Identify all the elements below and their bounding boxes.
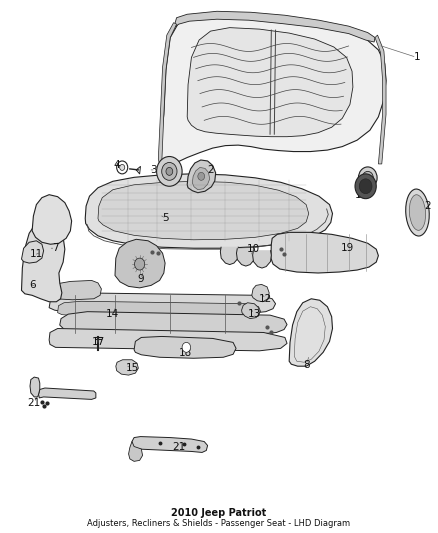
PathPatch shape [134, 336, 236, 358]
PathPatch shape [174, 11, 375, 42]
PathPatch shape [220, 247, 239, 264]
PathPatch shape [21, 241, 44, 263]
Text: 2: 2 [424, 201, 431, 211]
Circle shape [362, 172, 373, 184]
PathPatch shape [242, 303, 259, 319]
PathPatch shape [39, 388, 96, 399]
Text: 3: 3 [150, 165, 156, 175]
Circle shape [134, 258, 145, 270]
Text: 14: 14 [106, 309, 120, 319]
Circle shape [157, 157, 182, 186]
Text: 4: 4 [114, 160, 120, 170]
PathPatch shape [58, 301, 261, 317]
PathPatch shape [129, 441, 143, 462]
PathPatch shape [187, 28, 353, 136]
Text: 7: 7 [52, 243, 59, 253]
PathPatch shape [49, 293, 276, 313]
Text: 1: 1 [413, 52, 420, 62]
Text: 2: 2 [207, 165, 214, 175]
PathPatch shape [49, 328, 287, 351]
Text: 12: 12 [259, 294, 272, 304]
PathPatch shape [161, 13, 386, 169]
PathPatch shape [289, 299, 332, 366]
Circle shape [359, 179, 372, 193]
PathPatch shape [253, 250, 271, 268]
PathPatch shape [85, 174, 332, 248]
Ellipse shape [410, 195, 426, 230]
Text: 18: 18 [178, 348, 192, 358]
PathPatch shape [252, 285, 269, 302]
Text: Adjusters, Recliners & Shields - Passenger Seat - LHD Diagram: Adjusters, Recliners & Shields - Passeng… [88, 519, 350, 528]
PathPatch shape [192, 167, 210, 190]
PathPatch shape [158, 23, 177, 165]
Circle shape [117, 161, 128, 174]
PathPatch shape [116, 360, 138, 375]
Circle shape [198, 172, 205, 180]
PathPatch shape [115, 239, 165, 288]
Circle shape [120, 165, 125, 171]
Text: 6: 6 [29, 280, 35, 290]
PathPatch shape [30, 377, 40, 397]
Circle shape [162, 163, 177, 180]
PathPatch shape [271, 232, 378, 273]
Text: 21: 21 [28, 398, 41, 408]
PathPatch shape [98, 181, 309, 240]
Circle shape [166, 167, 173, 175]
Text: 2010 Jeep Patriot: 2010 Jeep Patriot [171, 508, 267, 518]
PathPatch shape [21, 221, 65, 302]
PathPatch shape [237, 248, 255, 266]
Circle shape [358, 167, 377, 189]
Text: 8: 8 [303, 360, 310, 370]
Text: 17: 17 [92, 337, 105, 348]
Text: 19: 19 [341, 243, 354, 253]
Circle shape [182, 342, 191, 352]
Text: 21: 21 [172, 442, 185, 453]
Text: 5: 5 [162, 214, 169, 223]
PathPatch shape [132, 437, 208, 453]
PathPatch shape [60, 312, 287, 335]
Ellipse shape [406, 189, 429, 236]
PathPatch shape [187, 160, 215, 193]
PathPatch shape [32, 195, 72, 244]
Circle shape [355, 174, 376, 199]
Text: 15: 15 [125, 363, 138, 373]
Text: 16: 16 [355, 190, 368, 200]
PathPatch shape [49, 280, 101, 300]
Text: 11: 11 [30, 249, 43, 259]
Text: 9: 9 [137, 274, 144, 284]
Text: 10: 10 [247, 244, 260, 254]
Text: 13: 13 [248, 309, 261, 319]
PathPatch shape [375, 35, 386, 164]
